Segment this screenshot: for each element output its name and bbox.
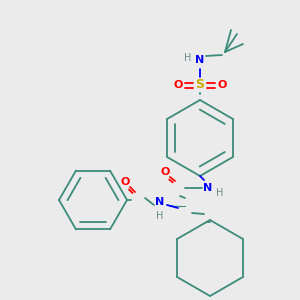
Text: H: H: [156, 211, 164, 221]
Text: H: H: [216, 188, 224, 198]
Text: O: O: [160, 167, 170, 177]
Text: N: N: [195, 55, 205, 65]
Text: O: O: [120, 177, 130, 187]
Text: N: N: [155, 197, 165, 207]
Text: N: N: [203, 183, 213, 193]
Text: O: O: [217, 80, 227, 90]
Text: S: S: [196, 79, 205, 92]
Text: H: H: [184, 53, 192, 63]
Text: O: O: [173, 80, 183, 90]
